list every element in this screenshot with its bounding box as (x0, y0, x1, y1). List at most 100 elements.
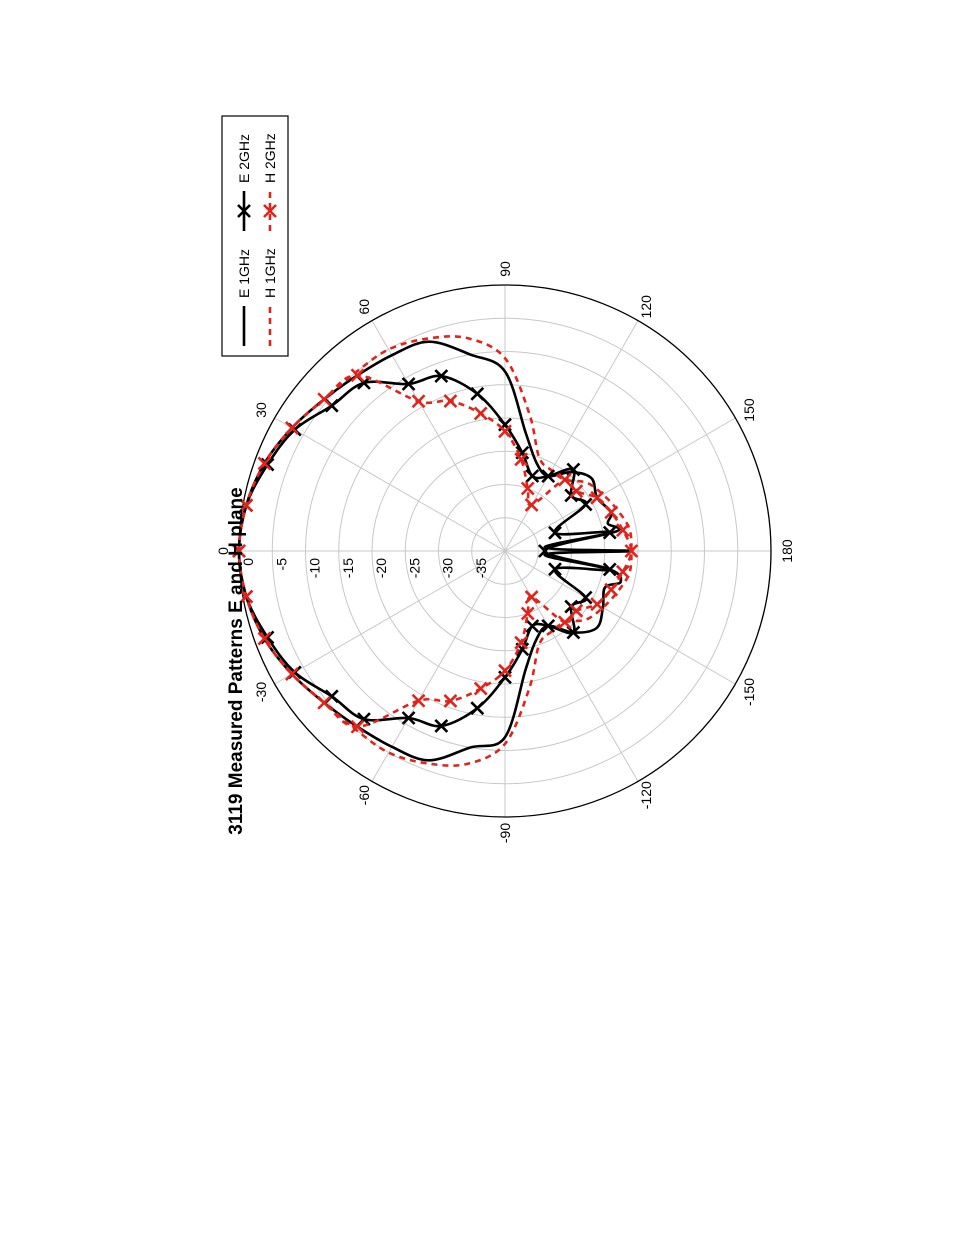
data-point (602, 562, 617, 577)
radial-tick-label: -10 (307, 558, 323, 578)
grid-spoke (274, 550, 506, 685)
data-point (604, 582, 619, 597)
radial-tick-label: -15 (340, 558, 356, 578)
angle-tick-label: 90 (497, 261, 513, 277)
legend-box (221, 115, 289, 357)
data-point (260, 630, 275, 645)
legend-label: E 2GHz (236, 134, 252, 183)
polar-grid (238, 284, 772, 818)
legend-item: E 1GHz (236, 249, 252, 346)
data-point (284, 421, 299, 435)
data-point (470, 701, 485, 716)
radial-tick-label: -20 (373, 558, 389, 578)
data-point (615, 564, 630, 579)
angle-tick-label: 30 (253, 402, 269, 418)
series-layer (232, 335, 639, 767)
data-point (541, 469, 556, 484)
angle-tick-label: -150 (741, 678, 757, 706)
data-point (470, 386, 485, 401)
grid-spoke (504, 550, 639, 782)
data-point (498, 424, 512, 439)
grid-spoke (504, 320, 639, 552)
data-point (604, 505, 619, 520)
legend: E 1GHz E 2GHz H 1GHz H 2GHz (221, 115, 289, 357)
data-point (557, 615, 572, 630)
legend-label: H 2GHz (262, 133, 278, 183)
data-point (411, 693, 426, 708)
axis-labels: 0 -5 -10 -15 -20 -25 -30 -35 0 30 60 90 120 150 180 -15… (215, 261, 795, 843)
radial-tick-label: -30 (440, 558, 456, 578)
data-point (443, 394, 458, 408)
data-point (590, 597, 605, 612)
radial-tick-label: -35 (473, 558, 489, 578)
data-point (350, 368, 365, 383)
data-point (525, 619, 540, 633)
grid-spoke (504, 550, 736, 685)
data-point (401, 711, 416, 725)
angle-tick-label: -120 (638, 781, 654, 809)
data-point (578, 590, 593, 605)
angle-tick-label: -60 (356, 785, 372, 805)
legend-label: E 1GHz (236, 249, 252, 298)
data-point (257, 456, 272, 471)
data-point (569, 603, 584, 618)
data-point (473, 681, 488, 696)
data-point (615, 523, 630, 538)
angle-tick-label: -90 (497, 823, 513, 843)
data-point (537, 544, 552, 558)
data-point (514, 635, 529, 650)
data-point (548, 562, 562, 577)
chart-title: 3119 Measured Patterns E and H plane (226, 487, 247, 834)
angle-tick-label: 120 (638, 295, 654, 319)
data-point (578, 497, 593, 512)
angle-tick-label: 150 (741, 398, 757, 422)
data-point (239, 498, 254, 513)
data-point (520, 481, 535, 496)
grid-spoke (371, 320, 506, 552)
data-point (473, 406, 488, 421)
data-point (525, 469, 540, 483)
data-point (401, 377, 416, 391)
data-point (284, 667, 299, 681)
data-point (232, 544, 246, 558)
data-point (498, 663, 512, 678)
data-point (524, 590, 539, 604)
legend-item: H 2GHz (262, 133, 278, 231)
radial-tick-label: 0 (240, 558, 256, 566)
series-h-2ghz (232, 368, 639, 734)
grid-spoke (504, 417, 736, 552)
angle-tick-label: 60 (356, 299, 372, 315)
data-point (557, 472, 572, 487)
data-point (443, 694, 458, 708)
data-point (257, 631, 272, 646)
grid-spoke (274, 417, 506, 552)
legend-label: H 1GHz (262, 248, 278, 298)
data-point (411, 394, 426, 409)
data-point (434, 369, 449, 383)
data-point (548, 525, 562, 540)
radial-tick-label: -25 (406, 558, 422, 578)
data-point (514, 452, 529, 467)
data-point (434, 719, 449, 733)
data-point (602, 525, 617, 540)
data-point (569, 484, 584, 499)
angle-tick-label: 0 (215, 547, 231, 555)
data-point (590, 490, 605, 505)
data-point (520, 606, 535, 621)
radial-tick-label: -5 (273, 558, 289, 571)
data-point (239, 589, 254, 604)
rotated-plot: 0 -5 -10 -15 -20 -25 -30 -35 0 30 60 90 120 150 180 -15… (215, 261, 795, 843)
data-point (260, 457, 275, 472)
legend-item: E 2GHz (236, 134, 252, 231)
angle-tick-label: -30 (253, 682, 269, 702)
legend-item: H 1GHz (262, 248, 278, 346)
data-point (624, 544, 639, 558)
grid-spoke (371, 550, 506, 782)
data-point (317, 695, 332, 710)
data-point (317, 392, 332, 407)
data-point (541, 618, 556, 633)
data-point (524, 498, 539, 512)
data-point (350, 719, 365, 734)
angle-tick-label: 180 (779, 539, 795, 563)
